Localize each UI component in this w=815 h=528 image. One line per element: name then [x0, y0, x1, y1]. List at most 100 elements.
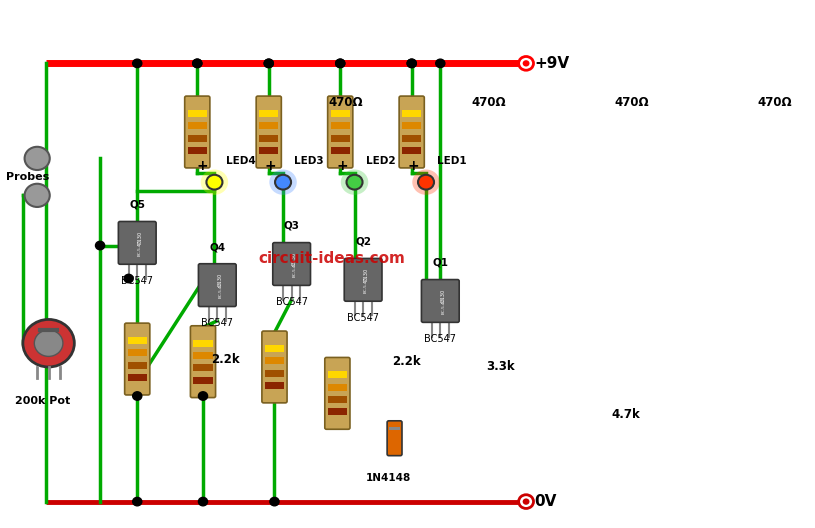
Bar [265, 370, 284, 376]
Text: BC-5.47: BC-5.47 [293, 261, 297, 277]
Circle shape [200, 169, 228, 195]
Bar [187, 122, 207, 129]
Circle shape [408, 59, 416, 68]
Text: 2.2k: 2.2k [392, 355, 421, 368]
Circle shape [518, 495, 534, 508]
Text: Probes: Probes [6, 172, 49, 182]
Text: BC547: BC547 [425, 334, 456, 344]
Text: D130: D130 [292, 252, 297, 265]
Text: Q5: Q5 [130, 200, 145, 210]
Circle shape [124, 275, 133, 282]
Bar [193, 352, 213, 359]
Text: Q3: Q3 [284, 221, 300, 231]
Text: LED1: LED1 [438, 156, 467, 166]
Circle shape [522, 498, 530, 505]
Text: BC-5.47: BC-5.47 [364, 277, 368, 293]
FancyBboxPatch shape [421, 280, 459, 322]
Text: BC547: BC547 [347, 313, 379, 323]
Text: D130: D130 [441, 289, 446, 302]
Bar [127, 350, 147, 356]
Text: 0V: 0V [535, 494, 557, 509]
Bar [187, 135, 207, 142]
Circle shape [264, 59, 273, 68]
Text: +: + [408, 159, 419, 173]
Bar [259, 147, 279, 154]
Bar [259, 110, 279, 117]
Bar [402, 147, 421, 154]
Bar [127, 362, 147, 369]
Bar [259, 135, 279, 142]
Text: Q2: Q2 [355, 237, 371, 247]
Bar [328, 396, 347, 403]
Text: BC547: BC547 [201, 318, 233, 328]
Text: LED3: LED3 [294, 156, 324, 166]
Circle shape [95, 241, 104, 250]
FancyBboxPatch shape [328, 96, 353, 168]
FancyBboxPatch shape [262, 331, 287, 403]
FancyBboxPatch shape [198, 263, 236, 306]
Text: 470Ω: 470Ω [328, 97, 363, 109]
Bar [265, 357, 284, 364]
Circle shape [346, 175, 363, 190]
Bar [193, 340, 213, 346]
Text: Q1: Q1 [432, 258, 448, 268]
Text: 470Ω: 470Ω [615, 97, 649, 109]
Circle shape [522, 60, 530, 67]
Text: +9V: +9V [535, 56, 570, 71]
Circle shape [269, 169, 297, 195]
Circle shape [198, 497, 208, 506]
Text: 1N4148: 1N4148 [366, 473, 412, 483]
Text: BC547: BC547 [275, 297, 307, 307]
Bar [193, 377, 213, 384]
Circle shape [24, 184, 50, 207]
Circle shape [23, 319, 74, 367]
Text: 470Ω: 470Ω [757, 97, 792, 109]
Text: BC-5.47: BC-5.47 [441, 298, 445, 314]
FancyBboxPatch shape [185, 96, 209, 168]
Circle shape [412, 169, 440, 195]
Text: D130: D130 [218, 274, 222, 286]
Text: Q4: Q4 [209, 242, 226, 252]
Circle shape [336, 59, 345, 68]
Bar [389, 427, 400, 430]
Circle shape [264, 59, 273, 68]
Text: +: + [196, 159, 208, 173]
Bar [328, 371, 347, 378]
Bar [331, 135, 350, 142]
Circle shape [192, 59, 202, 68]
Text: D130: D130 [363, 268, 368, 281]
Bar [265, 382, 284, 389]
Bar [331, 147, 350, 154]
Circle shape [341, 169, 368, 195]
FancyBboxPatch shape [256, 96, 281, 168]
Text: LED2: LED2 [366, 156, 395, 166]
Circle shape [34, 330, 63, 356]
Text: BC547: BC547 [121, 276, 153, 286]
Circle shape [418, 175, 434, 190]
Bar [127, 374, 147, 381]
Bar [402, 110, 421, 117]
FancyBboxPatch shape [399, 96, 425, 168]
Circle shape [518, 56, 534, 70]
Bar [328, 384, 347, 391]
Bar [187, 110, 207, 117]
FancyBboxPatch shape [273, 242, 311, 285]
Circle shape [270, 497, 279, 506]
Bar [402, 135, 421, 142]
Bar [265, 345, 284, 352]
FancyBboxPatch shape [191, 326, 216, 398]
Circle shape [408, 59, 416, 68]
Circle shape [198, 392, 208, 400]
Bar [127, 337, 147, 344]
Text: circuit-ideas.com: circuit-ideas.com [258, 251, 405, 266]
Bar [328, 409, 347, 416]
Circle shape [206, 175, 222, 190]
Text: D130: D130 [138, 231, 143, 244]
Text: 470Ω: 470Ω [471, 97, 506, 109]
FancyBboxPatch shape [387, 421, 402, 456]
Circle shape [133, 392, 142, 400]
Circle shape [275, 175, 291, 190]
FancyBboxPatch shape [344, 259, 382, 301]
Text: LED4: LED4 [226, 156, 256, 166]
Text: 200k Pot: 200k Pot [15, 396, 71, 406]
